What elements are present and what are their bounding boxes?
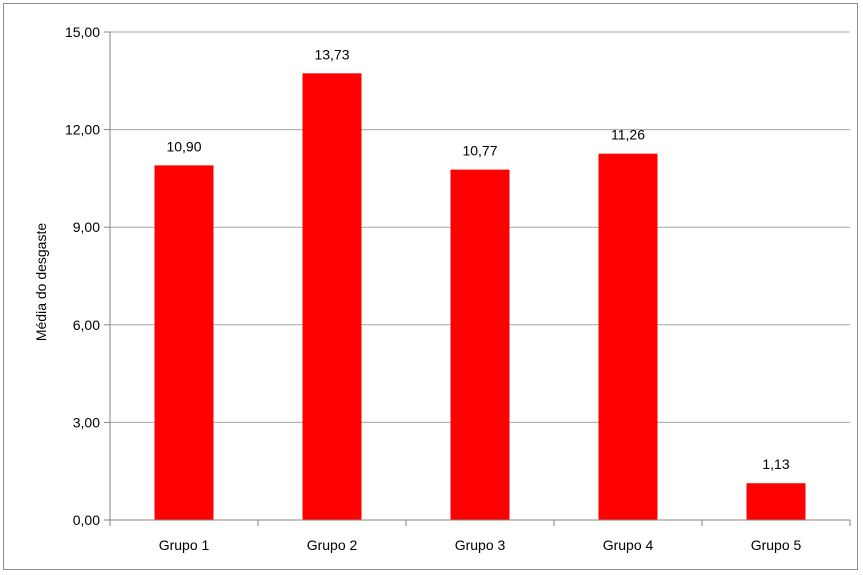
x-tick-label: Grupo 1 bbox=[159, 537, 210, 553]
y-tick-label: 0,00 bbox=[73, 512, 100, 528]
x-tick-label: Grupo 3 bbox=[455, 537, 506, 553]
chart-frame: 10,90 13,73 10,77 11,26 1,13 0,00 3,00 6,00 9,0… bbox=[3, 3, 858, 570]
x-tick-label: Grupo 4 bbox=[603, 537, 654, 553]
bar bbox=[302, 73, 362, 521]
value-labels: 10,90 13,73 10,77 11,26 1,13 bbox=[166, 46, 789, 472]
bar-chart: 10,90 13,73 10,77 11,26 1,13 0,00 3,00 6,00 9,0… bbox=[33, 24, 851, 553]
y-tick-label: 9,00 bbox=[73, 219, 100, 235]
x-tick-labels: Grupo 1 Grupo 2 Grupo 3 Grupo 4 Grupo 5 bbox=[159, 537, 802, 553]
bar bbox=[154, 165, 214, 521]
data-label: 10,90 bbox=[166, 138, 201, 154]
y-tick-label: 12,00 bbox=[65, 122, 100, 138]
data-label: 13,73 bbox=[314, 46, 349, 62]
y-axis-label: Média do desgaste bbox=[33, 223, 49, 342]
bar bbox=[746, 483, 806, 520]
y-tick-label: 15,00 bbox=[65, 24, 100, 40]
x-tick-label: Grupo 2 bbox=[307, 537, 358, 553]
data-label: 11,26 bbox=[611, 127, 645, 143]
data-label: 1,13 bbox=[762, 456, 789, 472]
bar bbox=[450, 169, 510, 520]
bar bbox=[598, 153, 658, 520]
y-tick-label: 3,00 bbox=[73, 414, 100, 430]
data-label: 10,77 bbox=[462, 143, 497, 159]
y-tick-labels: 0,00 3,00 6,00 9,00 12,00 15,00 bbox=[65, 24, 100, 528]
axes bbox=[104, 31, 851, 526]
x-tick-label: Grupo 5 bbox=[751, 537, 802, 553]
bars bbox=[154, 73, 806, 521]
y-tick-label: 6,00 bbox=[73, 317, 100, 333]
